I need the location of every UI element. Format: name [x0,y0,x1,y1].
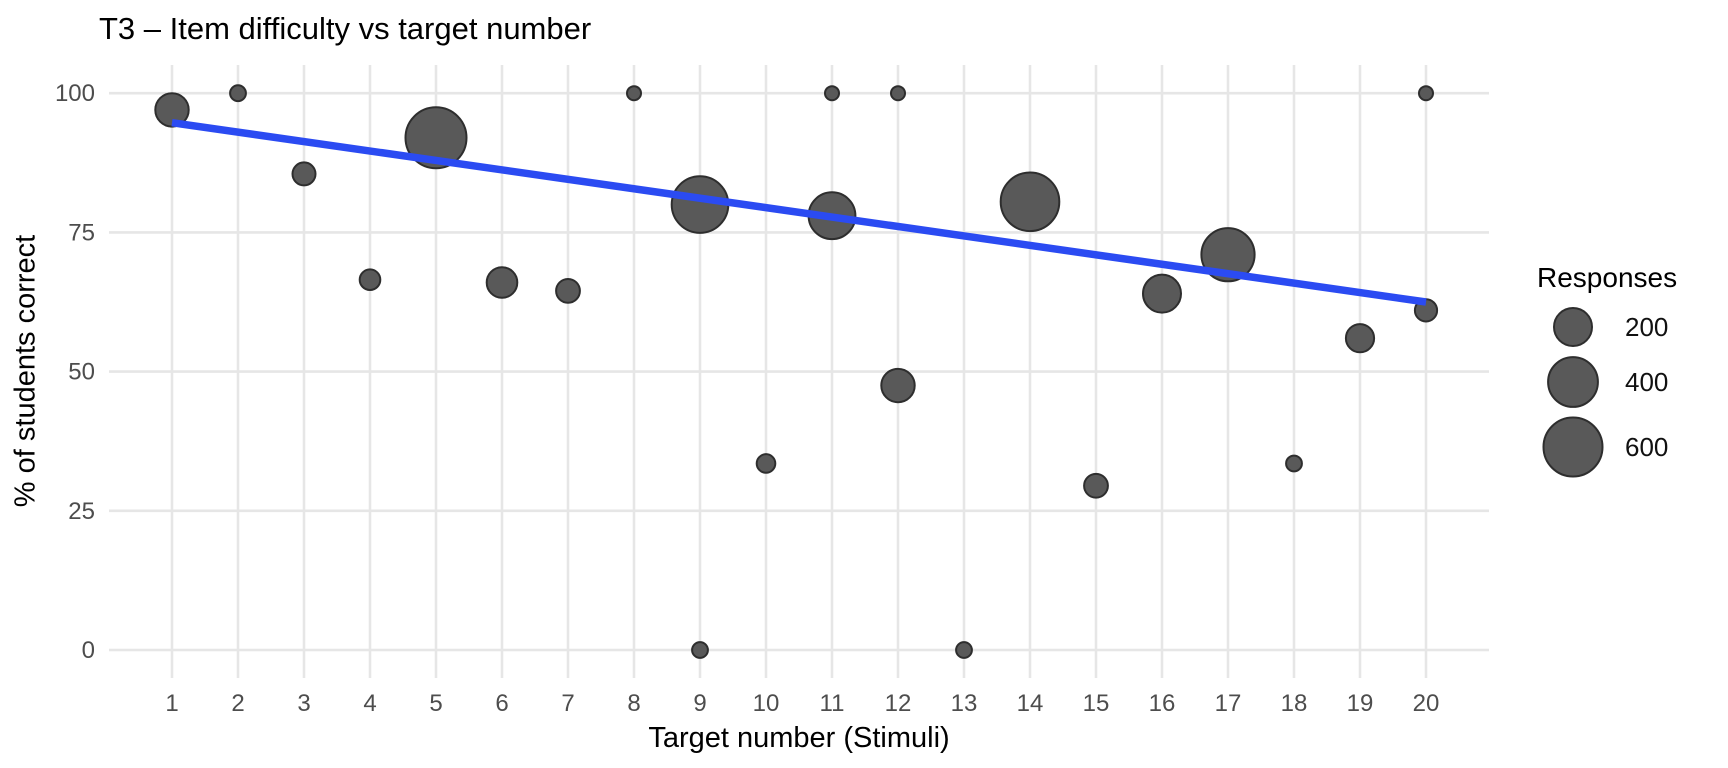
data-bubble [755,453,777,474]
data-bubble [229,84,247,103]
x-tick-label: 1 [165,690,178,717]
y-tick-label: 50 [68,359,95,386]
x-axis-title: Target number (Stimuli) [648,722,950,754]
x-tick-label: 15 [1083,690,1110,717]
x-tick-label: 10 [753,690,780,717]
x-tick-label: 9 [693,690,706,717]
data-bubble [1344,323,1376,354]
legend-label: 400 [1625,367,1668,397]
x-tick-label: 19 [1347,690,1374,717]
y-tick-label: 100 [55,80,95,107]
legend-key-bubble [1542,416,1604,478]
data-bubble [880,367,916,404]
x-tick-label: 2 [231,690,244,717]
y-tick-label: 0 [82,637,95,664]
data-bubble [691,641,709,659]
x-tick-label: 12 [885,690,912,717]
x-tick-label: 17 [1215,690,1242,717]
data-bubble [999,171,1061,233]
y-tick-label: 75 [68,219,95,246]
data-bubble [1200,227,1256,283]
chart-title: T3 – Item difficulty vs target number [99,11,592,46]
legend-key-bubble [1547,356,1599,408]
y-axis-title: % of students correct [9,234,42,508]
x-tick-label: 5 [429,690,442,717]
data-bubble [955,641,973,659]
data-bubble [1285,454,1303,473]
legend-title: Responses [1537,262,1678,293]
x-tick-label: 14 [1017,690,1044,717]
x-tick-label: 4 [363,690,376,717]
y-tick-label: 25 [68,498,95,525]
x-tick-label: 3 [297,690,310,717]
x-tick-label: 13 [951,690,978,717]
data-bubble [291,161,317,187]
x-tick-label: 7 [561,690,574,717]
data-bubble [358,268,382,292]
data-bubble [154,92,190,128]
x-tick-label: 18 [1281,690,1308,717]
x-tick-label: 8 [627,690,640,717]
legend-label: 600 [1625,432,1668,462]
x-tick-label: 20 [1413,690,1440,717]
trend-line [171,118,1427,306]
data-bubble [485,266,519,299]
x-tick-label: 16 [1149,690,1176,717]
data-bubble [1083,472,1109,499]
data-bubble [890,85,906,102]
data-bubble [1142,273,1182,314]
x-tick-label: 6 [495,690,508,717]
data-bubble [626,85,642,102]
data-bubble [824,85,840,102]
data-bubble [1418,85,1434,102]
legend-label: 200 [1625,312,1668,342]
x-tick-label: 11 [820,690,845,717]
data-bubble [555,277,581,304]
data-bubble [404,106,468,170]
legend-key-bubble [1553,307,1593,347]
